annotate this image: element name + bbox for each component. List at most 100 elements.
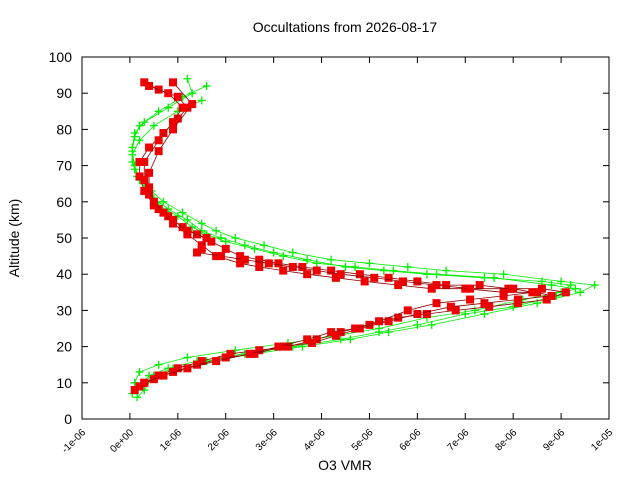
y-tick-label: 60: [56, 194, 72, 210]
data-point: [442, 281, 451, 290]
data-point: [336, 328, 345, 337]
data-point: [312, 259, 321, 268]
data-point: [590, 281, 599, 290]
data-point: [375, 324, 384, 333]
data-point: [226, 349, 235, 358]
data-point: [183, 226, 192, 235]
data-point: [427, 320, 436, 329]
data-point: [537, 277, 546, 286]
data-point: [274, 342, 283, 351]
data-point: [207, 237, 216, 246]
data-point: [169, 125, 178, 134]
data-point: [279, 252, 288, 261]
data-point: [140, 378, 149, 387]
data-point: [499, 291, 508, 300]
data-point: [135, 121, 144, 130]
data-point: [154, 371, 163, 380]
x-tick-label: 2e-06: [206, 427, 232, 453]
data-point: [197, 357, 206, 366]
data-point: [145, 168, 154, 177]
data-point: [303, 335, 312, 344]
x-tick-label: -1e-06: [60, 427, 89, 456]
y-tick-label: 70: [56, 158, 72, 174]
x-tick-label: 7e-06: [446, 427, 472, 453]
x-tick-label: 8e-06: [493, 427, 519, 453]
data-point: [130, 132, 139, 141]
data-point: [312, 335, 321, 344]
series-1: [130, 78, 570, 395]
data-point: [169, 118, 178, 127]
data-point: [212, 226, 221, 235]
data-point: [173, 114, 182, 123]
chart-title: Occultations from 2026-08-17: [253, 19, 438, 35]
data-point: [212, 252, 221, 261]
data-point: [446, 302, 455, 311]
data-point: [154, 147, 163, 156]
data-point: [221, 237, 230, 246]
data-point: [240, 241, 249, 250]
y-tick-label: 40: [56, 266, 72, 282]
data-point: [183, 353, 192, 362]
data-point: [202, 81, 211, 90]
data-point: [398, 277, 407, 286]
data-point: [355, 270, 364, 279]
data-point: [173, 92, 182, 101]
data-point: [169, 367, 178, 376]
data-point: [499, 270, 508, 279]
data-point: [192, 248, 201, 257]
data-point: [159, 371, 168, 380]
data-point: [183, 74, 192, 83]
data-point: [422, 310, 431, 319]
data-point: [394, 313, 403, 322]
data-point: [566, 281, 575, 290]
data-point: [269, 248, 278, 257]
data-point: [351, 324, 360, 333]
data-point: [169, 78, 178, 87]
data-point: [432, 270, 441, 279]
data-point: [470, 306, 479, 315]
data-point: [351, 262, 360, 271]
data-point: [542, 295, 551, 304]
data-point: [355, 324, 364, 333]
data-point: [255, 255, 264, 264]
data-point: [154, 107, 163, 116]
data-point: [413, 277, 422, 286]
data-point: [164, 89, 173, 98]
data-point: [133, 393, 142, 402]
data-point: [188, 100, 197, 109]
x-tick-label: 1e-06: [158, 427, 184, 453]
data-point: [197, 219, 206, 228]
data-point: [135, 172, 144, 181]
y-tick-label: 100: [49, 49, 73, 65]
data-point: [183, 103, 192, 112]
data-point: [240, 255, 249, 264]
x-tick-label: 6e-06: [398, 427, 424, 453]
data-point: [513, 295, 522, 304]
data-point: [264, 259, 273, 268]
data-point: [561, 288, 570, 297]
data-point: [327, 266, 336, 275]
data-point: [375, 317, 384, 326]
data-point: [173, 364, 182, 373]
data-point: [231, 234, 240, 242]
data-point: [202, 234, 211, 242]
data-point: [159, 208, 168, 217]
data-point: [403, 262, 412, 271]
x-axis-label: O3 VMR: [318, 457, 372, 473]
data-point: [336, 270, 345, 279]
data-point: [571, 284, 580, 293]
profile-line: [131, 85, 578, 394]
y-tick-label: 90: [56, 85, 72, 101]
data-point: [537, 284, 546, 293]
data-point: [288, 262, 297, 271]
x-tick-label: 0e+00: [108, 427, 136, 455]
data-point: [212, 357, 221, 366]
data-point: [331, 273, 340, 282]
data-point: [192, 360, 201, 369]
data-point: [145, 190, 154, 199]
axis-ticks: 0 10 20 30 40 50 60 70 80 90 100 -1e-06 0e+00 1e-06 2e…: [49, 49, 616, 456]
y-tick-label: 80: [56, 121, 72, 137]
y-tick-label: 0: [64, 411, 72, 427]
y-tick-label: 50: [56, 230, 72, 246]
